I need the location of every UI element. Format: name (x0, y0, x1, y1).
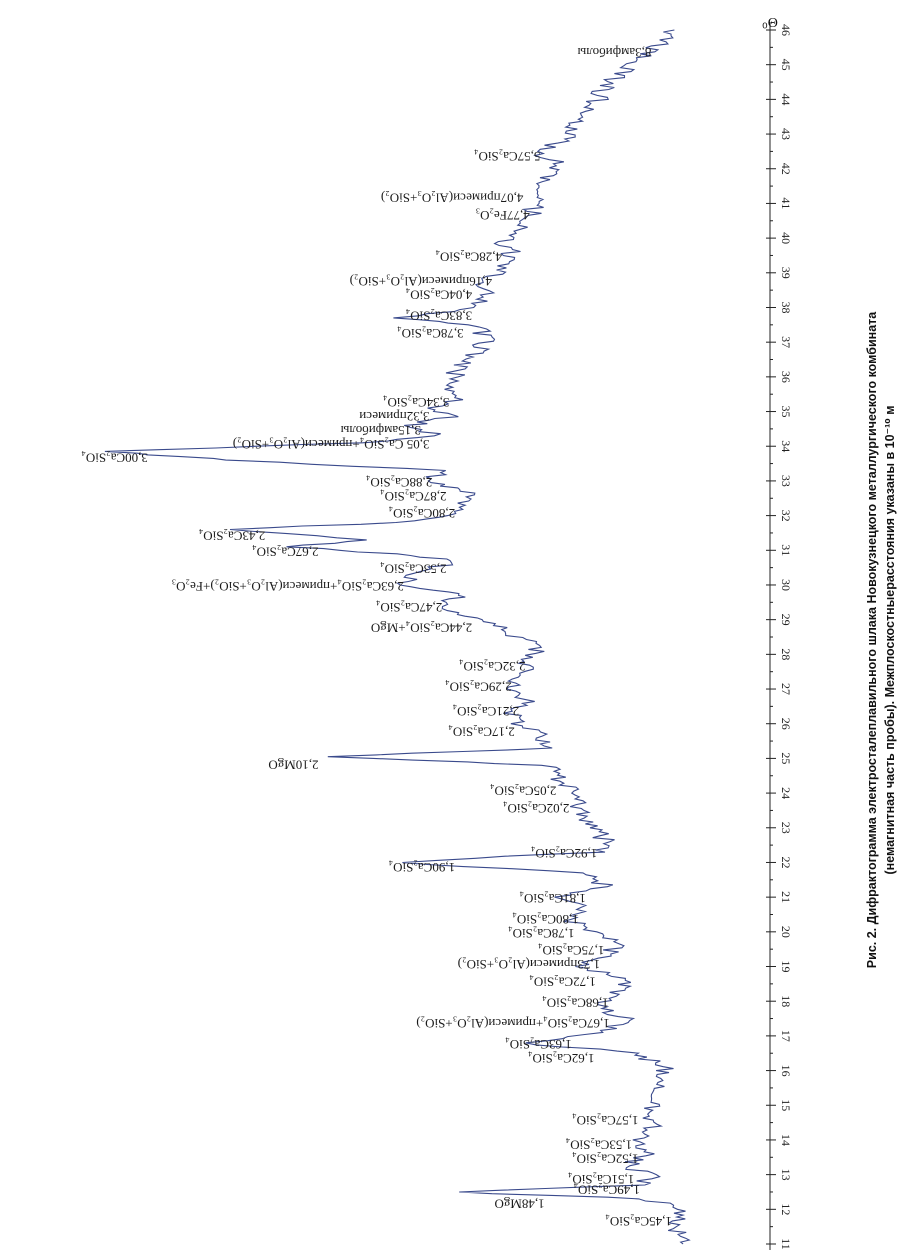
peak-label: 3,32примеси (359, 409, 429, 424)
tick-label: 13 (779, 1169, 793, 1181)
tick-label: 43 (779, 128, 793, 140)
peak-label: 5,57Ca₂SiO₄ (473, 149, 540, 164)
tick-label: 27 (779, 683, 793, 695)
peak-label: 4,04Ca₂SiO₄ (405, 288, 472, 303)
tick-label: 36 (779, 371, 793, 383)
peak-label: 3,34Ca₂SiO₄ (382, 395, 449, 410)
tick-label: 17 (779, 1030, 793, 1042)
tick-label: 22 (779, 856, 793, 868)
intensity-trace (104, 29, 691, 1245)
peak-label: 2,44Ca₂SiO₄+MgO (371, 621, 472, 636)
tick-label: 12 (779, 1203, 793, 1215)
peak-label: 1,73примеси(Al₂O₃+SiO₂) (458, 957, 600, 972)
peak-label: 1,67Ca₂SiO₄+примеси(Al₂O₃+SiO₂) (416, 1016, 609, 1031)
tick-label: 44 (779, 93, 793, 105)
tick-label: 32 (779, 510, 793, 522)
tick-label: 26 (779, 718, 793, 730)
peak-label: 4,77Fe₂O₃ (476, 208, 530, 223)
peak-label: 1,51Ca₂SiO₄ (567, 1172, 634, 1187)
tick-label: 45 (779, 59, 793, 71)
peak-label: 1,80Ca₂SiO₄ (512, 912, 579, 927)
tick-label: 24 (779, 787, 793, 799)
theta-axis-ticks: 11 12 13 14 15 16 17 18 19 20 21 22 23 24 25 26 27 28 29 30… (766, 24, 793, 1250)
peak-label: 8,3амфиболы (577, 45, 651, 60)
peak-labels: 1,45Ca₂SiO₄ 1,48MgO 1,49Ca₂SiO₄1,51Ca₂SiO₄… (81, 45, 672, 1229)
theta-axis-label: Θ⁰ (762, 14, 778, 29)
tick-label: 34 (779, 440, 793, 452)
tick-label: 41 (779, 197, 793, 209)
tick-label: 33 (779, 475, 793, 487)
peak-label: 4,16примеси(Al₂O₃+SiO₂) (350, 274, 492, 289)
peak-label: 2,63Ca₂SiO₄+примеси(Al₂O₃+SiO₂)+Fe₂O₃ (172, 579, 404, 594)
peak-label: 1,81Ca₂SiO₄ (519, 891, 586, 906)
peak-label: 2,47Ca₂SiO₄ (375, 600, 442, 615)
peak-label: 2,29Ca₂SiO₄ (445, 680, 512, 695)
caption-line-1: Рис. 2. Дифрактограмма электросталеплави… (865, 311, 879, 968)
tick-label: 19 (779, 961, 793, 973)
peak-label: 1,53Ca₂SiO₄ (565, 1137, 632, 1152)
tick-label: 31 (779, 544, 793, 556)
peak-label: 2,17Ca₂SiO₄ (448, 725, 515, 740)
tick-label: 25 (779, 752, 793, 764)
peak-label: 1,48MgO (494, 1196, 544, 1211)
peak-label: 2,10MgO (268, 758, 318, 773)
tick-label: 46 (779, 24, 793, 36)
peak-label: 2,87Ca₂SiO₄ (380, 489, 447, 504)
peak-label: 3,78Ca₂SiO₄ (397, 326, 464, 341)
tick-label: 11 (779, 1238, 793, 1250)
peak-label: 2,88Ca₂SiO₄ (365, 475, 432, 490)
tick-label: 16 (779, 1065, 793, 1077)
tick-label: 40 (779, 232, 793, 244)
tick-label: 37 (779, 336, 793, 348)
peak-label: 2,21Ca₂SiO₄ (452, 704, 519, 719)
tick-label: 21 (779, 891, 793, 903)
tick-label: 29 (779, 614, 793, 626)
peak-label: 4,07примеси(Al₂O₃+SiO₂) (381, 191, 523, 206)
peak-label: 1,75Ca₂SiO₄ (537, 943, 604, 958)
peak-label: 3,83Ca₂SiO₄ (405, 308, 472, 323)
peak-label: 2,02Ca₂SiO₄ (502, 801, 569, 816)
peak-label: 1,90Ca₂SiO₄ (388, 860, 455, 875)
tick-label: 18 (779, 995, 793, 1007)
tick-label: 30 (779, 579, 793, 591)
tick-label: 15 (779, 1099, 793, 1111)
tick-label: 42 (779, 163, 793, 175)
peak-label: 3,15амфиболы (340, 423, 421, 438)
peak-label: 2,32Ca₂SiO₄ (459, 659, 526, 674)
peak-label: 4,28Ca₂SiO₄ (435, 250, 502, 265)
peak-label: 2,67Ca₂SiO₄ (252, 544, 319, 559)
peak-label: 1,68Ca₂SiO₄ (542, 995, 609, 1010)
tick-label: 23 (779, 822, 793, 834)
peak-label: 1,92Ca₂SiO₄ (530, 846, 597, 861)
peak-label: 1,62Ca₂SiO₄ (527, 1051, 594, 1066)
caption-line-2: (немагнитная часть пробы). Межплоскостны… (883, 406, 897, 875)
peak-label: 2,80Ca₂SiO₄ (388, 506, 455, 521)
peak-label: 1,45Ca₂SiO₄ (605, 1214, 672, 1229)
peak-label: 3,00Ca₂SiO₄ (81, 451, 148, 466)
tick-label: 28 (779, 648, 793, 660)
peak-label: 1,49Ca₂SiO₄ (573, 1183, 640, 1198)
tick-label: 20 (779, 926, 793, 938)
peak-label: 2,05Ca₂SiO₄ (489, 784, 556, 799)
tick-label: 14 (779, 1134, 793, 1146)
tick-label: 35 (779, 406, 793, 418)
tick-label: 38 (779, 301, 793, 313)
peak-label: 1,63Ca₂SiO₄ (505, 1037, 572, 1052)
peak-label: 2,53Ca₂SiO₄ (380, 562, 447, 577)
tick-label: 39 (779, 267, 793, 279)
peak-label: 1,57Ca₂SiO₄ (572, 1113, 639, 1128)
peak-label: 1,72Ca₂SiO₄ (529, 974, 596, 989)
peak-label: 2,43Ca₂SiO₄ (198, 529, 265, 544)
peak-label: 1,78Ca₂SiO₄ (508, 926, 575, 941)
peak-label: 1,52Ca₂SiO₄ (572, 1151, 639, 1166)
peak-label: 3,05 Ca₂SiO₄+примеси(Al₂O₃+SiO₂) (233, 437, 430, 452)
